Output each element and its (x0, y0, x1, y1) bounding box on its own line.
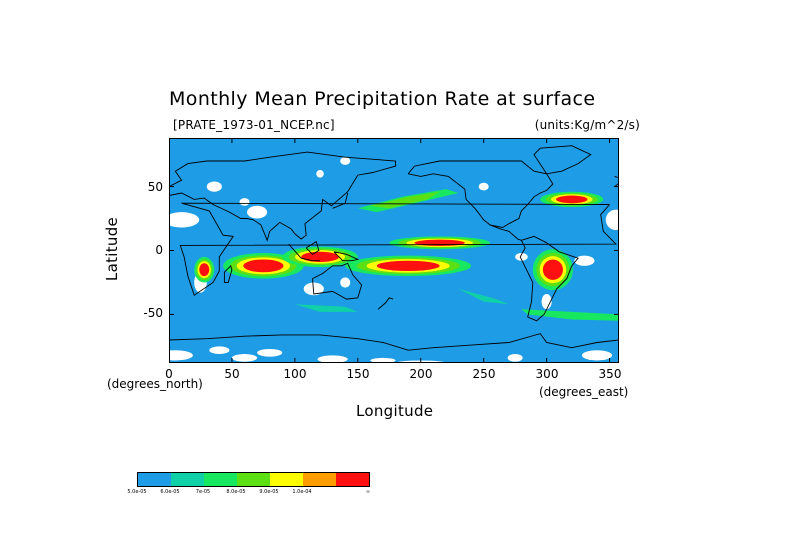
uk-coastline (614, 175, 619, 187)
missing-data-patch (209, 346, 230, 355)
missing-data-patch (206, 181, 222, 192)
map-background (169, 138, 619, 363)
legend-swatch (303, 473, 336, 486)
precip-maritime-continent (301, 251, 339, 263)
legend-label: 5.0e-05 (127, 489, 147, 495)
y-tick-label: -50 (143, 306, 163, 320)
antarctica-coastline (169, 333, 619, 351)
missing-data-patch (257, 348, 283, 357)
x-tick-label: 100 (283, 367, 307, 381)
missing-data-patch (581, 350, 613, 361)
madagascar-coastline (223, 264, 233, 283)
missing-data-patch (515, 253, 528, 261)
legend-swatch (270, 473, 303, 486)
x-tick-label: 50 (224, 367, 240, 381)
missing-data-patch (316, 169, 324, 178)
missing-data-patch (231, 354, 258, 362)
x-tick-label: 300 (535, 367, 559, 381)
legend-swatch (138, 473, 171, 486)
japan-coastline (332, 192, 349, 209)
south-america-coastline (519, 235, 579, 322)
borneo-coastline (305, 240, 320, 255)
precip-southern-ocean (458, 288, 509, 305)
legend-color-bar (137, 472, 370, 487)
legend-swatch (204, 473, 237, 486)
missing-data-patch (317, 355, 348, 363)
precip-africa (199, 263, 210, 277)
missing-data-patch (605, 209, 619, 231)
legend-label: 8.0e-05 (226, 489, 246, 495)
africa-coastline (179, 202, 617, 296)
precip-southern-ocean (294, 304, 358, 312)
precip-indian-ocean (243, 259, 284, 273)
x-axis-unit-label: (degrees_east) (539, 385, 629, 399)
y-tick-label: 50 (147, 180, 163, 194)
legend-label: 1.0e-04 (292, 489, 312, 495)
legend-label: 9.0e-05 (259, 489, 279, 495)
x-tick-label: 350 (598, 367, 622, 381)
legend-labels: 5.0e-05 6.0e-05 7e-05 8.0e-05 9.0e-05 1.0e-04… (127, 487, 371, 495)
y-axis-title: Latitude (103, 216, 122, 282)
greenland-coastline (533, 145, 592, 175)
precip-spcz (376, 260, 440, 271)
precipitation-map (169, 138, 619, 363)
chart-title: Monthly Mean Precipitation Rate at surfa… (169, 88, 596, 110)
missing-data-patch (169, 212, 200, 228)
x-tick-label: 200 (409, 367, 433, 381)
missing-data-patch (239, 198, 250, 206)
missing-data-patch (247, 205, 268, 219)
legend-label: 7e-05 (195, 489, 211, 495)
missing-data-patch (340, 157, 351, 165)
legend-swatch (171, 473, 204, 486)
units-label: (units:Kg/m^2/s) (534, 118, 640, 132)
x-tick-label: 150 (346, 367, 370, 381)
missing-data-patch (169, 350, 193, 361)
precip-north-atlantic (556, 195, 588, 204)
y-axis-unit-label: (degrees_north) (107, 377, 203, 391)
x-tick-label: 0 (165, 367, 173, 381)
precip-south-america (542, 259, 563, 280)
missing-data-patch (340, 277, 351, 288)
indonesia-coastline (288, 243, 320, 262)
missing-data-patch (507, 354, 523, 362)
legend-swatch (237, 473, 270, 486)
missing-data-patch (370, 357, 396, 363)
new-zealand-coastline (377, 297, 394, 310)
north-america-coastline (407, 160, 554, 228)
legend-label: 6.0e-05 (160, 489, 180, 495)
legend-swatch (336, 473, 369, 486)
missing-data-patch (478, 182, 489, 191)
x-tick-label: 250 (472, 367, 496, 381)
x-axis-title: Longitude (356, 402, 434, 420)
y-tick-label: 0 (155, 243, 163, 257)
legend-label: ∞ (365, 489, 371, 495)
file-label: [PRATE_1973-01_NCEP.nc] (173, 118, 335, 132)
missing-data-patch (541, 293, 552, 310)
missing-data-patch (574, 255, 595, 266)
eurasia-coastline (169, 151, 397, 242)
australia-coastline (312, 262, 363, 300)
central-america-coastline (489, 224, 522, 241)
color-legend: 5.0e-05 6.0e-05 7e-05 8.0e-05 9.0e-05 1.0e-04… (127, 472, 371, 495)
new-guinea-coastline (333, 251, 360, 262)
